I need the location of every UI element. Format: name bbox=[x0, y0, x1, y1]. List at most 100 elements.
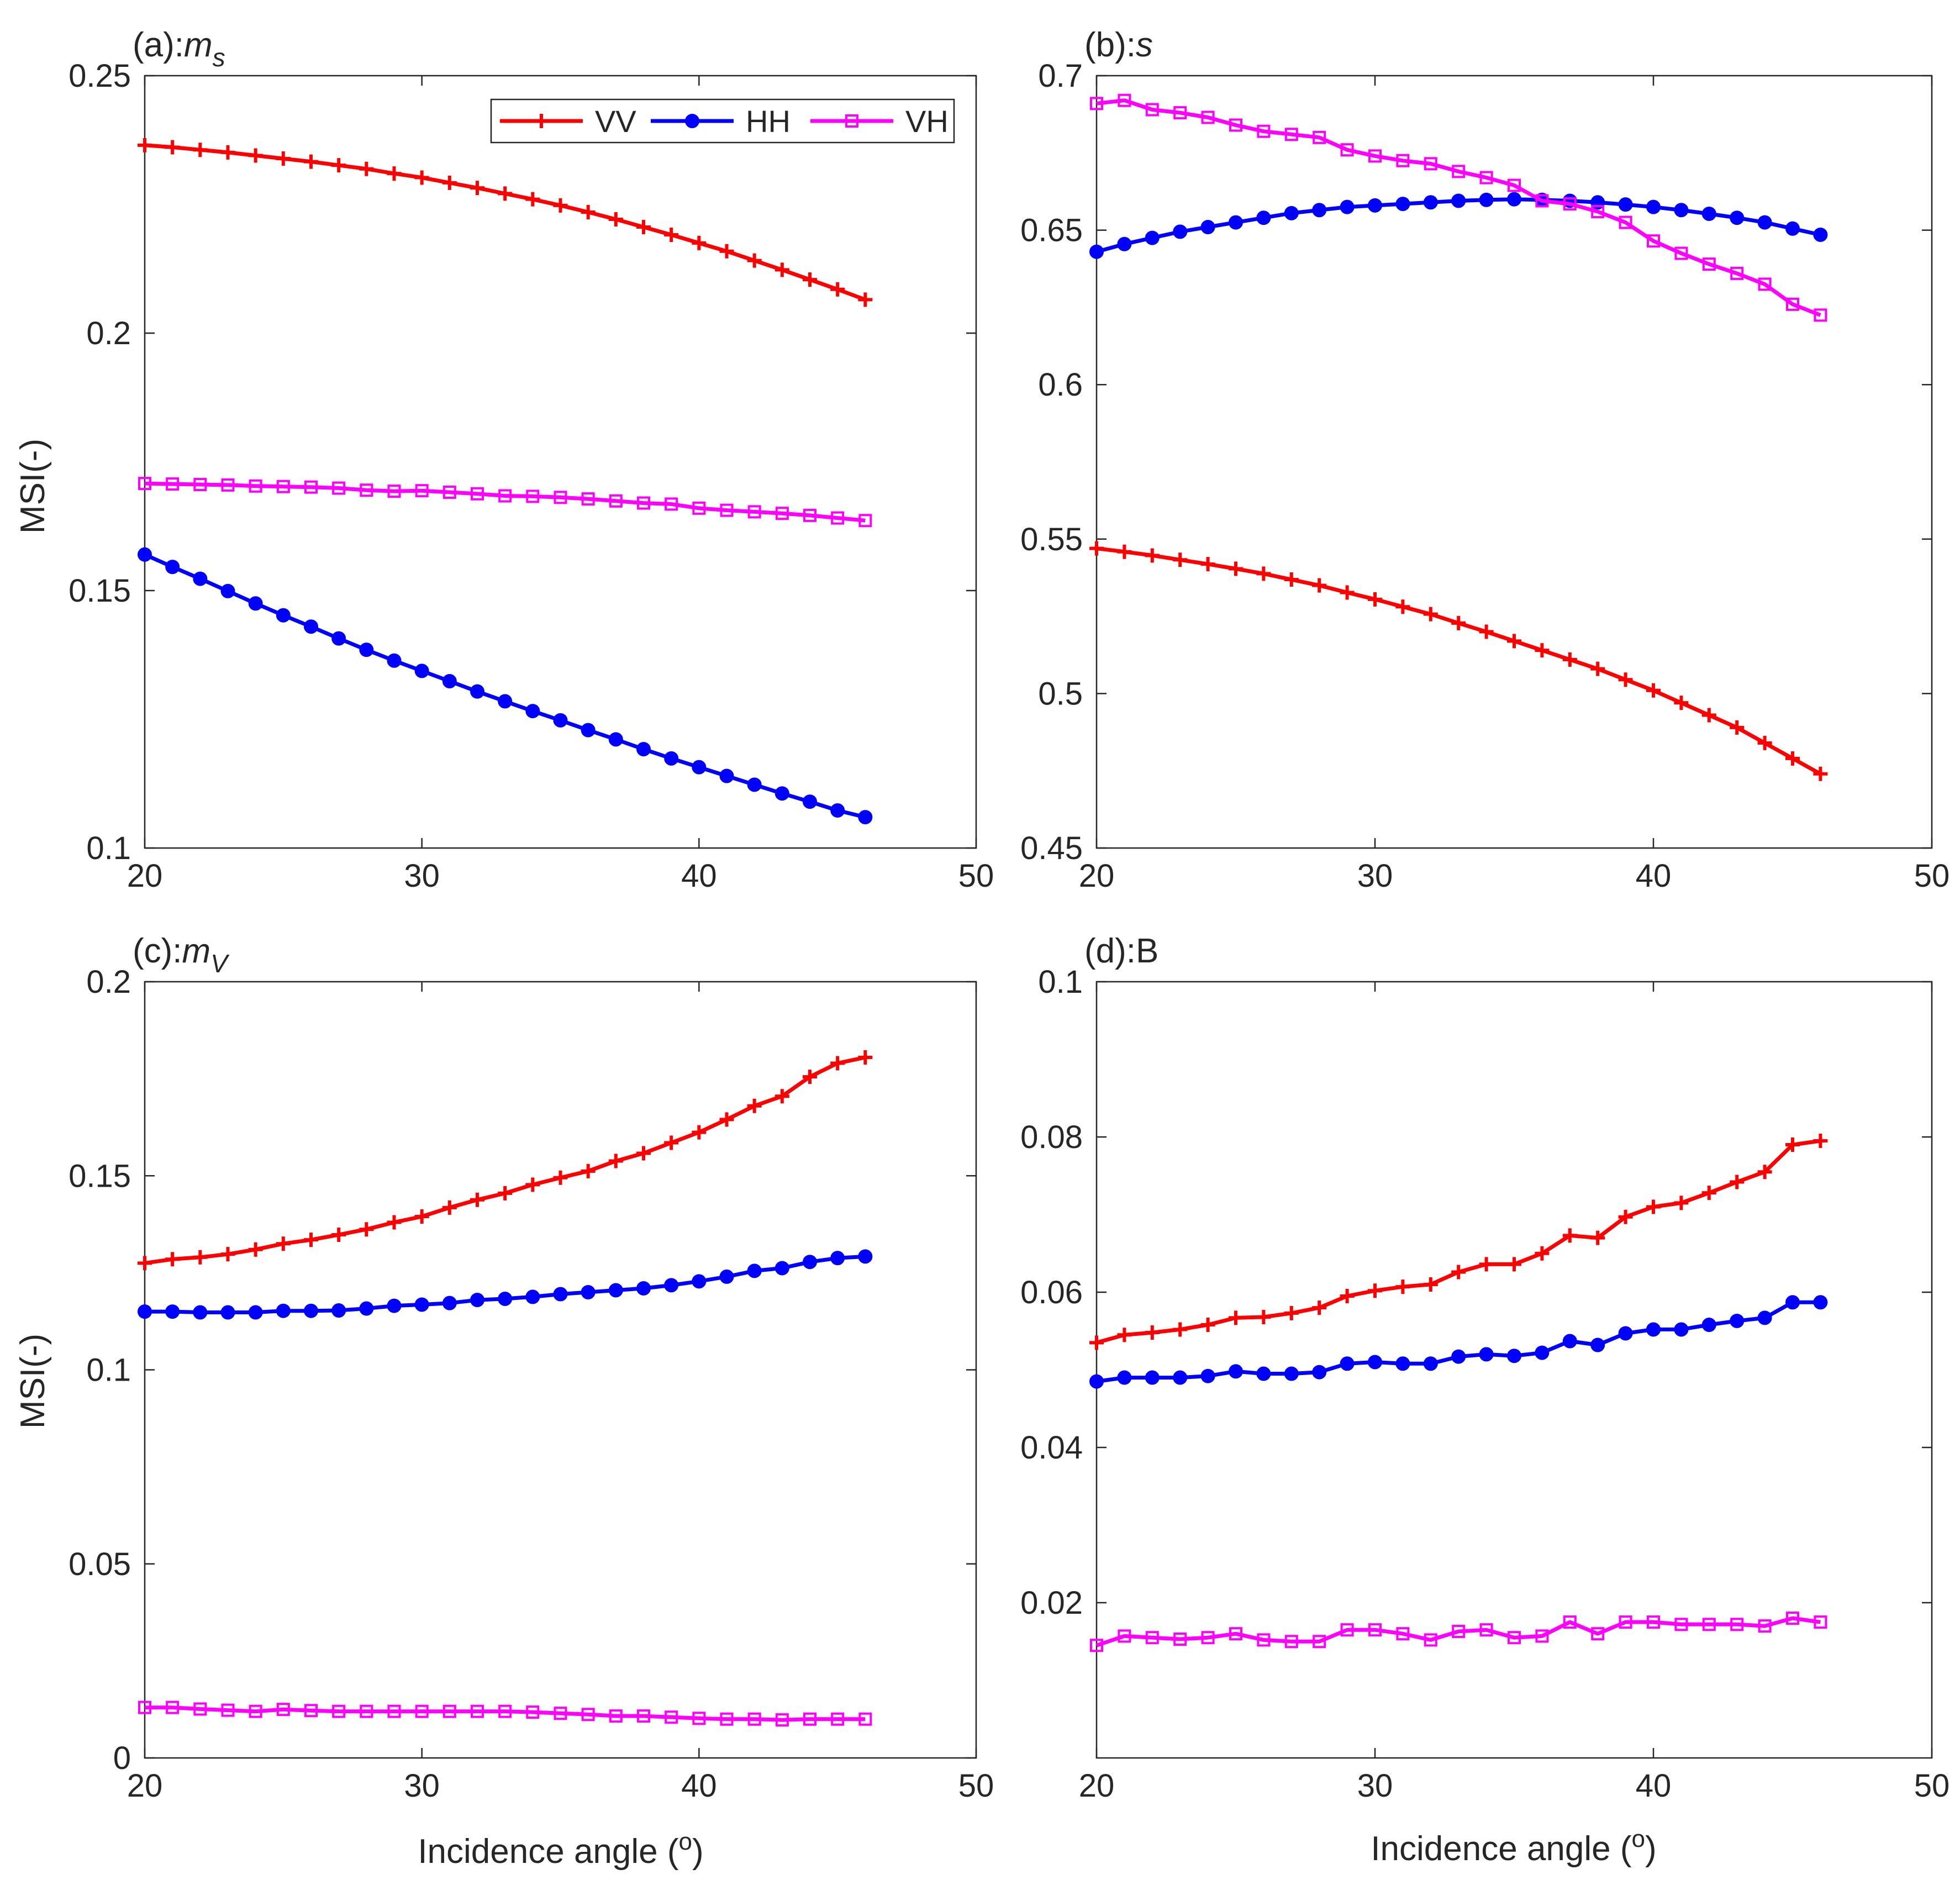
data-point bbox=[1284, 1305, 1299, 1320]
data-point bbox=[1507, 1349, 1521, 1363]
y-tick-label: 0.55 bbox=[1020, 522, 1083, 557]
data-point bbox=[1730, 266, 1744, 280]
data-point bbox=[719, 768, 734, 783]
data-point bbox=[1257, 1633, 1271, 1647]
data-point bbox=[1395, 1280, 1410, 1294]
panel-d: 20 30 40 50 0.02 0.04 0.06 0.08 0.1(d):B bbox=[1020, 932, 1950, 1804]
data-point bbox=[1368, 592, 1382, 607]
panel-title: (d):B bbox=[1084, 932, 1158, 970]
data-point bbox=[471, 487, 484, 501]
y-tick-label: 0.05 bbox=[69, 1546, 131, 1582]
data-point bbox=[1201, 1631, 1215, 1645]
data-point bbox=[1730, 1618, 1744, 1631]
data-point bbox=[165, 560, 180, 575]
data-point bbox=[1563, 197, 1577, 211]
data-point bbox=[387, 166, 402, 181]
panel-title: (a):ms bbox=[133, 26, 225, 72]
legend-label: VV bbox=[595, 104, 636, 139]
data-point bbox=[525, 192, 540, 207]
data-point bbox=[1813, 1295, 1828, 1310]
data-point bbox=[1256, 210, 1271, 225]
data-point bbox=[138, 547, 152, 562]
data-point bbox=[1145, 1631, 1159, 1645]
data-point bbox=[608, 1283, 623, 1298]
data-point bbox=[664, 1135, 679, 1150]
y-tick-label: 0.1 bbox=[86, 830, 131, 866]
data-point bbox=[442, 1704, 456, 1718]
data-point bbox=[193, 1305, 208, 1320]
data-point bbox=[1424, 157, 1437, 171]
plot-area bbox=[144, 981, 977, 1759]
data-point bbox=[1674, 1196, 1689, 1210]
data-point bbox=[803, 508, 816, 522]
data-point bbox=[1395, 197, 1410, 212]
data-point bbox=[1647, 1615, 1660, 1629]
data-point bbox=[1785, 751, 1800, 766]
y-tick-label: 0.7 bbox=[1038, 58, 1083, 94]
series-hh bbox=[1089, 1295, 1828, 1389]
data-point bbox=[1674, 203, 1689, 218]
data-point bbox=[1089, 1374, 1104, 1389]
data-point bbox=[387, 1298, 402, 1313]
data-point bbox=[1229, 1310, 1243, 1325]
data-point bbox=[1118, 1629, 1131, 1643]
data-point bbox=[608, 732, 623, 747]
data-point bbox=[276, 1236, 291, 1251]
data-point bbox=[1507, 192, 1521, 207]
series-vh bbox=[138, 1700, 872, 1727]
series-vv bbox=[138, 1050, 873, 1271]
data-point bbox=[553, 1287, 568, 1302]
data-point bbox=[1590, 661, 1605, 676]
data-point bbox=[1507, 634, 1521, 649]
data-point bbox=[1535, 1345, 1550, 1360]
series-vv bbox=[138, 138, 873, 307]
data-point bbox=[526, 1705, 540, 1719]
data-point bbox=[193, 1702, 207, 1716]
data-point bbox=[470, 1293, 484, 1308]
data-point bbox=[359, 1301, 374, 1316]
data-point bbox=[360, 483, 373, 497]
data-point bbox=[831, 1712, 845, 1726]
data-point bbox=[1562, 1334, 1577, 1349]
data-point bbox=[1145, 1325, 1160, 1340]
data-point bbox=[1562, 1228, 1577, 1243]
data-point bbox=[581, 723, 596, 738]
plot-area bbox=[1095, 981, 1933, 1759]
data-point bbox=[1451, 615, 1466, 630]
data-point bbox=[665, 1710, 678, 1724]
data-point bbox=[414, 1297, 429, 1312]
data-point bbox=[1145, 1370, 1160, 1385]
data-point bbox=[1785, 1138, 1800, 1152]
data-point bbox=[1618, 1326, 1633, 1341]
data-point bbox=[1313, 1635, 1326, 1649]
data-point bbox=[1785, 1295, 1800, 1310]
data-point bbox=[442, 175, 457, 190]
data-point bbox=[1395, 599, 1410, 614]
data-point bbox=[471, 1704, 484, 1718]
data-point bbox=[1423, 1356, 1438, 1371]
data-point bbox=[1257, 124, 1271, 138]
data-point bbox=[138, 1304, 152, 1319]
data-point bbox=[304, 154, 318, 169]
data-point bbox=[1674, 1618, 1688, 1631]
data-point bbox=[609, 494, 623, 508]
data-point bbox=[276, 1303, 291, 1318]
data-point bbox=[470, 684, 484, 699]
data-point bbox=[1090, 1639, 1103, 1652]
data-point bbox=[775, 1713, 789, 1727]
data-point bbox=[387, 485, 401, 498]
x-tick-label: 40 bbox=[681, 858, 717, 894]
data-point bbox=[304, 1704, 318, 1718]
data-point bbox=[1674, 696, 1689, 710]
data-point bbox=[1701, 708, 1716, 723]
data-point bbox=[248, 1305, 263, 1320]
data-point bbox=[220, 1247, 235, 1262]
data-point bbox=[858, 292, 873, 307]
data-point bbox=[525, 704, 540, 719]
data-point bbox=[581, 204, 596, 219]
y-tick-label: 0.15 bbox=[69, 1158, 131, 1194]
data-point bbox=[1701, 206, 1716, 221]
data-point bbox=[193, 143, 208, 157]
data-point bbox=[1396, 154, 1410, 167]
